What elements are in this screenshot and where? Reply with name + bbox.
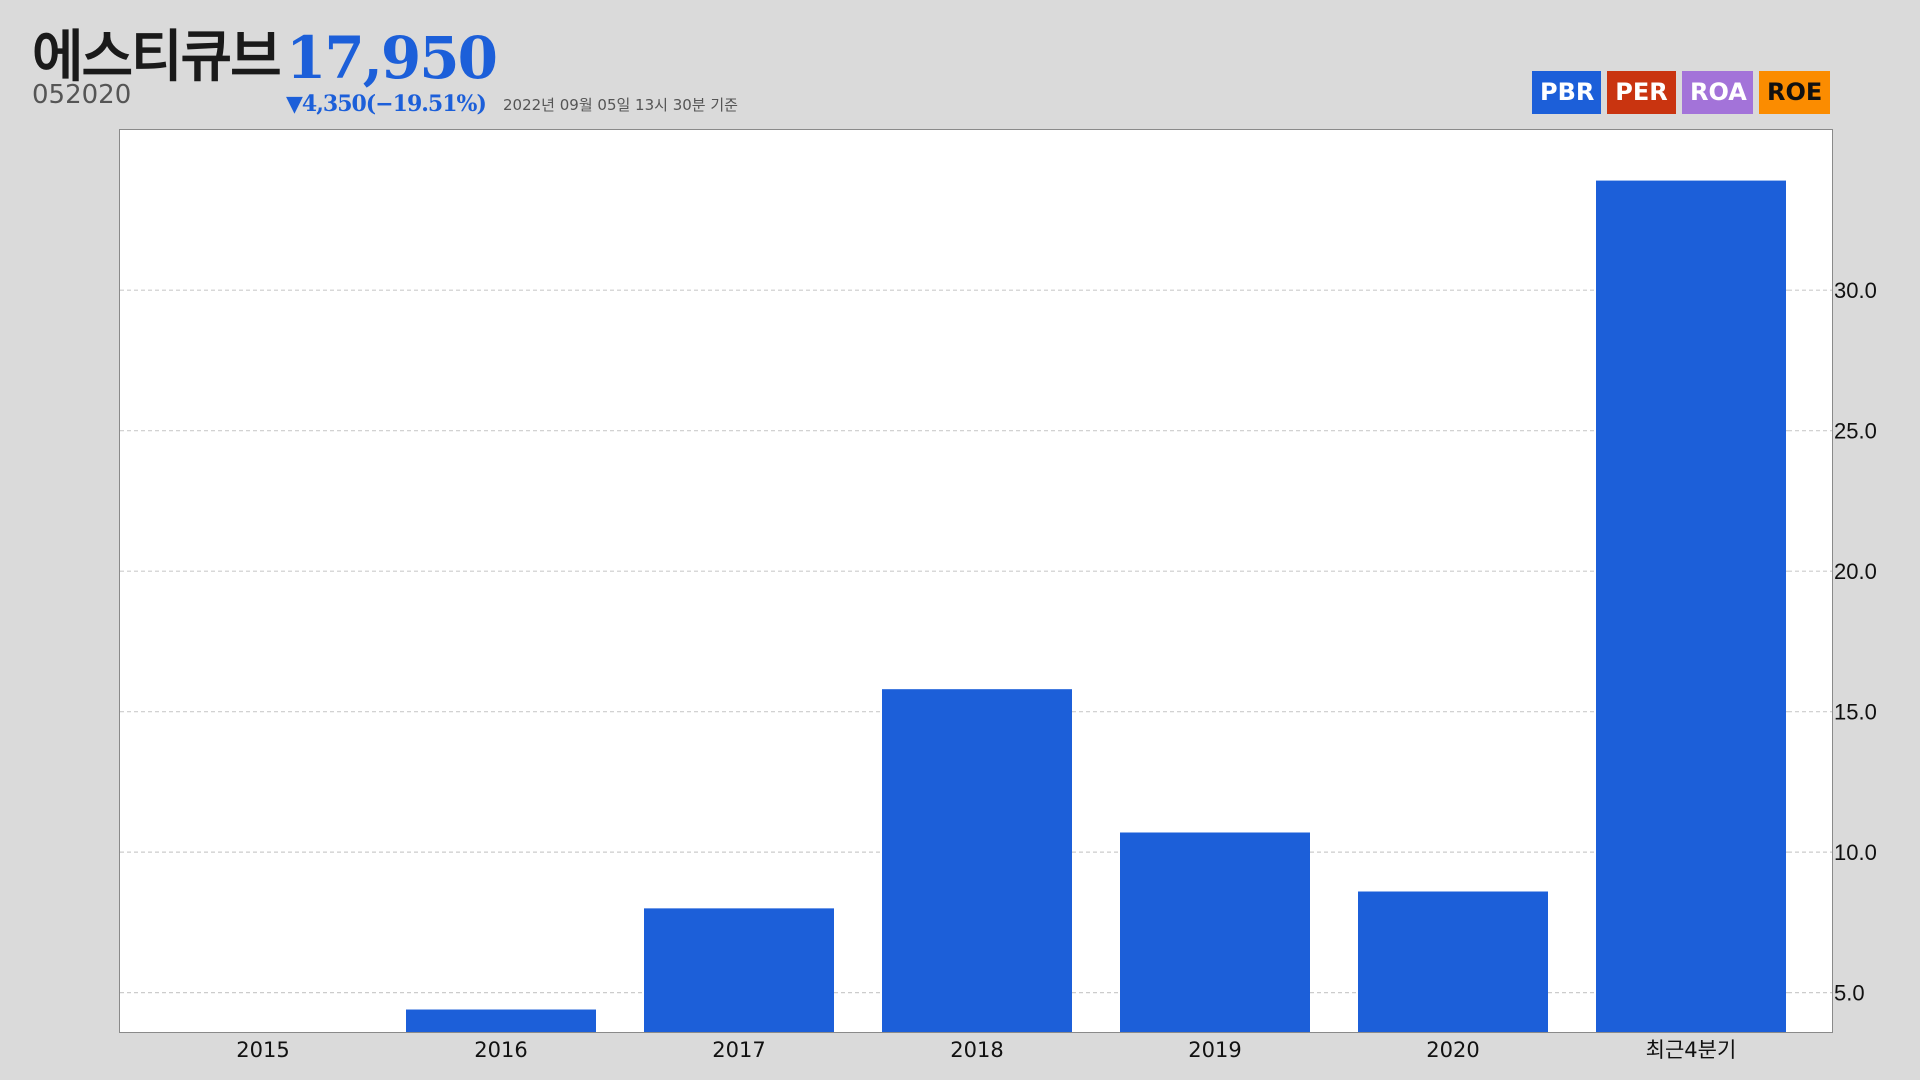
bar-2018 [882,689,1072,1032]
metric-tabs: PBR PER ROA ROE [1532,71,1830,114]
x-tick-label: 2019 [1188,1038,1241,1062]
x-tick-label: 2015 [236,1038,289,1062]
bar-최근4분기 [1596,180,1786,1032]
price-change: ▼4,350(−19.51%) [286,91,487,117]
bar-2019 [1120,832,1310,1032]
bar-2017 [644,908,834,1032]
tab-per[interactable]: PER [1607,71,1676,114]
x-tick-label: 최근4분기 [1646,1038,1737,1062]
x-tick-label: 2020 [1426,1038,1479,1062]
x-axis-ticks: 2015 2016 2017 2018 2019 2020 최근4분기 [236,1038,1736,1062]
y-axis-ticks: 5.0 10.0 15.0 20.0 25.0 30.0 [1834,278,1877,1005]
stock-price: 17,950 [286,24,498,92]
tab-roa[interactable]: ROA [1682,71,1753,114]
x-tick-label: 2018 [950,1038,1003,1062]
x-tick-label: 2016 [474,1038,527,1062]
x-tick-label: 2017 [712,1038,765,1062]
bar-2016 [406,1009,596,1032]
tab-pbr[interactable]: PBR [1532,71,1601,114]
bar-2020 [1358,891,1548,1032]
y-tick-label: 5.0 [1834,981,1865,1006]
y-tick-label: 20.0 [1834,559,1877,584]
bars [406,180,1786,1032]
stock-code: 052020 [32,80,132,110]
tab-roe[interactable]: ROE [1759,71,1830,114]
y-tick-label: 15.0 [1834,700,1877,725]
timestamp: 2022년 09월 05일 13시 30분 기준 [503,96,738,114]
y-tick-label: 10.0 [1834,840,1877,865]
y-tick-label: 25.0 [1834,419,1877,444]
y-tick-label: 30.0 [1834,278,1877,303]
stock-name: 에스티큐브 [32,25,282,90]
